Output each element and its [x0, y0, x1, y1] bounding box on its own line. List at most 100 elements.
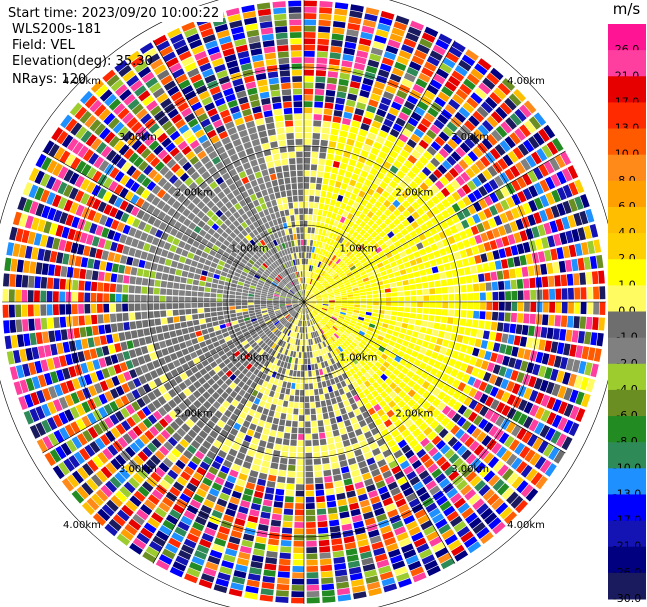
velocity-gate: [335, 235, 341, 242]
velocity-gate: [339, 162, 348, 170]
velocity-gate: [466, 180, 477, 191]
velocity-gate: [301, 327, 303, 333]
velocity-gate: [401, 128, 412, 138]
velocity-gate: [334, 154, 342, 162]
velocity-gate: [321, 583, 335, 591]
velocity-gate: [380, 96, 392, 106]
velocity-gate: [332, 27, 345, 35]
velocity-gate: [493, 175, 504, 187]
velocity-gate: [62, 253, 70, 265]
velocity-gate: [444, 332, 452, 340]
velocity-gate: [128, 247, 136, 257]
velocity-gate: [557, 417, 568, 431]
velocity-gate: [324, 476, 333, 483]
velocity-gate: [467, 192, 477, 203]
velocity-gate: [391, 292, 398, 297]
velocity-gate: [412, 331, 419, 338]
velocity-gate: [310, 302, 316, 304]
velocity-gate: [441, 198, 451, 209]
velocity-gate: [528, 325, 535, 337]
velocity-gate: [351, 238, 358, 246]
velocity-gate: [90, 292, 97, 302]
velocity-gate: [456, 371, 465, 381]
velocity-gate: [362, 207, 370, 215]
velocity-gate: [322, 298, 329, 300]
velocity-gate: [529, 350, 538, 362]
velocity-gate: [420, 192, 430, 202]
velocity-gate: [470, 265, 478, 274]
velocity-gate: [306, 271, 309, 278]
velocity-gate: [353, 307, 360, 311]
velocity-gate: [377, 313, 385, 319]
velocity-gate: [539, 179, 550, 193]
velocity-gate: [260, 304, 267, 307]
velocity-gate: [394, 342, 402, 350]
velocity-gate: [356, 264, 364, 271]
velocity-gate: [312, 215, 317, 222]
velocity-gate: [96, 293, 103, 302]
velocity-gate: [189, 246, 197, 254]
velocity-gate: [262, 575, 276, 583]
velocity-gate: [312, 288, 317, 294]
velocity-gate: [56, 342, 64, 355]
velocity-gate: [378, 266, 386, 272]
velocity-gate: [528, 375, 537, 388]
velocity-gate: [567, 315, 574, 328]
velocity-gate: [468, 236, 477, 246]
velocity-gate: [440, 220, 449, 230]
velocity-gate: [357, 254, 365, 261]
velocity-gate: [403, 312, 410, 318]
velocity-gate: [571, 258, 579, 272]
velocity-gate: [519, 336, 528, 347]
velocity-gate: [369, 239, 377, 246]
velocity-gate: [322, 296, 329, 299]
velocity-gate: [72, 279, 79, 291]
velocity-gate: [426, 129, 437, 140]
velocity-gate: [316, 268, 321, 274]
velocity-gate: [427, 358, 436, 367]
velocity-gate: [316, 304, 322, 307]
velocity-gate: [398, 237, 407, 245]
velocity-gate: [314, 291, 320, 296]
velocity-gate: [486, 341, 495, 351]
velocity-gate: [577, 257, 585, 271]
velocity-gate: [332, 240, 338, 248]
velocity-gate: [316, 300, 323, 302]
velocity-gate: [134, 294, 141, 302]
velocity-gate: [434, 152, 445, 163]
velocity-gate: [484, 321, 492, 330]
velocity-gate: [367, 271, 374, 277]
velocity-gate: [561, 216, 571, 230]
velocity-gate: [446, 195, 456, 205]
velocity-gate: [522, 373, 531, 386]
velocity-gate: [278, 558, 291, 566]
velocity-gate: [455, 129, 467, 141]
velocity-gate: [128, 294, 135, 302]
velocity-gate: [379, 181, 388, 190]
velocity-gate: [417, 295, 423, 301]
velocity-gate: [387, 231, 395, 239]
velocity-gate: [462, 102, 475, 114]
velocity-gate: [326, 266, 332, 273]
velocity-gate: [429, 226, 438, 236]
velocity-gate: [187, 326, 195, 333]
velocity-gate: [358, 316, 365, 321]
velocity-gate: [210, 293, 217, 298]
velocity-gate: [389, 180, 398, 189]
velocity-gate: [469, 356, 477, 366]
velocity-gate: [357, 204, 365, 212]
velocity-gate: [254, 304, 261, 308]
velocity-gate: [445, 348, 454, 357]
velocity-gate: [335, 575, 349, 583]
velocity-gate: [309, 271, 312, 278]
velocity-gate: [304, 208, 309, 214]
velocity-gate: [167, 274, 175, 282]
velocity-gate: [342, 413, 349, 421]
velocity-gate: [308, 293, 313, 298]
velocity-gate: [323, 469, 332, 477]
velocity-gate: [306, 572, 319, 579]
velocity-gate: [279, 302, 286, 304]
velocity-gate: [432, 73, 446, 85]
velocity-gate: [197, 297, 204, 302]
velocity-gate: [241, 296, 248, 300]
